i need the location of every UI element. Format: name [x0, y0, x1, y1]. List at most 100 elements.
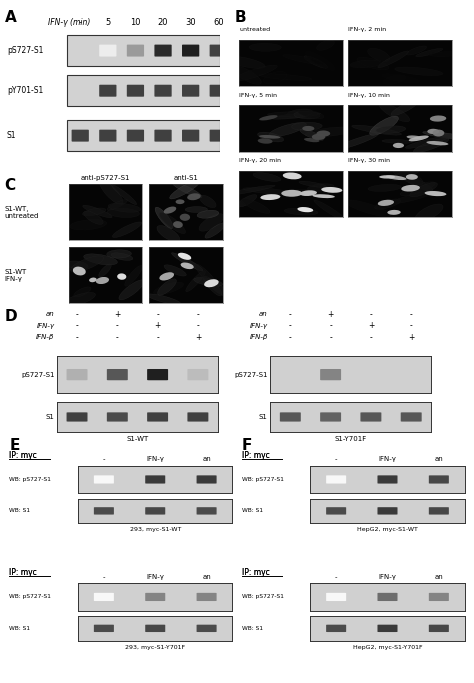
FancyBboxPatch shape: [197, 625, 217, 632]
Ellipse shape: [317, 40, 334, 51]
FancyBboxPatch shape: [182, 44, 199, 57]
Text: +: +: [408, 333, 414, 342]
Text: -: -: [370, 309, 372, 319]
Ellipse shape: [73, 266, 86, 275]
FancyBboxPatch shape: [72, 130, 89, 141]
Ellipse shape: [112, 222, 142, 238]
Text: HepG2, myc-S1-WT: HepG2, myc-S1-WT: [357, 527, 418, 532]
Ellipse shape: [357, 57, 389, 70]
Ellipse shape: [170, 180, 200, 199]
Ellipse shape: [283, 173, 301, 180]
Text: +: +: [155, 321, 161, 331]
Ellipse shape: [415, 204, 443, 221]
Ellipse shape: [125, 266, 142, 286]
FancyBboxPatch shape: [326, 593, 346, 601]
Ellipse shape: [172, 253, 203, 271]
Text: IFN-γ: IFN-γ: [146, 574, 164, 580]
Text: -: -: [116, 321, 118, 331]
FancyBboxPatch shape: [94, 593, 114, 601]
Text: E: E: [9, 438, 20, 454]
Ellipse shape: [428, 129, 439, 134]
Ellipse shape: [433, 130, 444, 137]
Text: 10: 10: [130, 18, 141, 27]
Text: -: -: [289, 321, 292, 331]
Ellipse shape: [299, 181, 327, 187]
FancyBboxPatch shape: [94, 475, 114, 484]
Text: IP: myc: IP: myc: [9, 451, 37, 460]
Ellipse shape: [164, 265, 186, 276]
Ellipse shape: [385, 176, 407, 180]
Ellipse shape: [382, 139, 412, 143]
Ellipse shape: [83, 205, 112, 218]
Ellipse shape: [423, 132, 467, 139]
Text: HepG2, myc-S1-Y701F: HepG2, myc-S1-Y701F: [353, 645, 422, 650]
Ellipse shape: [428, 52, 461, 57]
Text: WB: pS727-S1: WB: pS727-S1: [242, 477, 283, 482]
Text: S1: S1: [7, 131, 17, 140]
Ellipse shape: [379, 103, 410, 122]
FancyBboxPatch shape: [377, 625, 398, 632]
Ellipse shape: [287, 109, 312, 117]
Ellipse shape: [281, 190, 302, 197]
Text: -: -: [103, 456, 105, 462]
Text: 293, myc-S1-Y701F: 293, myc-S1-Y701F: [125, 645, 185, 650]
Text: IFN-γ (min): IFN-γ (min): [48, 18, 90, 27]
Ellipse shape: [158, 279, 176, 295]
FancyBboxPatch shape: [320, 413, 341, 421]
Ellipse shape: [62, 292, 95, 307]
FancyBboxPatch shape: [210, 85, 227, 97]
Ellipse shape: [96, 277, 109, 284]
Text: pY701-S1: pY701-S1: [7, 86, 43, 95]
FancyBboxPatch shape: [145, 625, 165, 632]
Ellipse shape: [147, 294, 181, 305]
Ellipse shape: [406, 46, 427, 55]
FancyBboxPatch shape: [145, 507, 165, 514]
Ellipse shape: [74, 287, 91, 297]
Ellipse shape: [410, 182, 438, 197]
Ellipse shape: [224, 185, 275, 195]
FancyBboxPatch shape: [187, 413, 209, 421]
Text: WB: pS727-S1: WB: pS727-S1: [9, 477, 51, 482]
Text: IP: myc: IP: myc: [242, 451, 270, 460]
Text: IFN-γ: IFN-γ: [250, 323, 268, 329]
Text: A: A: [5, 10, 17, 25]
Text: -: -: [197, 321, 199, 331]
Ellipse shape: [350, 60, 381, 68]
Text: IFN-γ, 2 min: IFN-γ, 2 min: [348, 27, 386, 32]
Ellipse shape: [243, 188, 292, 195]
FancyBboxPatch shape: [377, 593, 398, 601]
Text: -: -: [197, 309, 199, 319]
Text: IP: myc: IP: myc: [242, 568, 270, 577]
Text: WB: S1: WB: S1: [9, 626, 30, 631]
Text: -: -: [329, 333, 332, 342]
FancyBboxPatch shape: [107, 413, 128, 421]
Ellipse shape: [107, 199, 128, 210]
Ellipse shape: [352, 125, 401, 135]
Ellipse shape: [383, 75, 406, 85]
FancyBboxPatch shape: [127, 44, 144, 57]
Text: -: -: [156, 309, 159, 319]
Text: IP: myc: IP: myc: [242, 451, 270, 460]
Ellipse shape: [312, 194, 335, 198]
Ellipse shape: [178, 253, 191, 260]
Ellipse shape: [376, 126, 406, 133]
FancyBboxPatch shape: [145, 593, 165, 601]
Ellipse shape: [391, 100, 419, 115]
Ellipse shape: [400, 182, 435, 196]
FancyBboxPatch shape: [401, 413, 422, 421]
FancyBboxPatch shape: [94, 507, 114, 514]
Ellipse shape: [345, 200, 391, 217]
FancyBboxPatch shape: [197, 475, 217, 484]
Ellipse shape: [283, 55, 323, 64]
Ellipse shape: [203, 276, 222, 296]
Text: IFN-γ, 10 min: IFN-γ, 10 min: [348, 93, 390, 98]
Ellipse shape: [258, 139, 273, 143]
FancyBboxPatch shape: [145, 475, 165, 484]
Ellipse shape: [300, 191, 317, 196]
Ellipse shape: [111, 253, 133, 260]
Ellipse shape: [269, 122, 306, 137]
Ellipse shape: [292, 122, 322, 130]
Ellipse shape: [382, 74, 420, 83]
Ellipse shape: [427, 141, 448, 145]
Ellipse shape: [392, 167, 423, 185]
